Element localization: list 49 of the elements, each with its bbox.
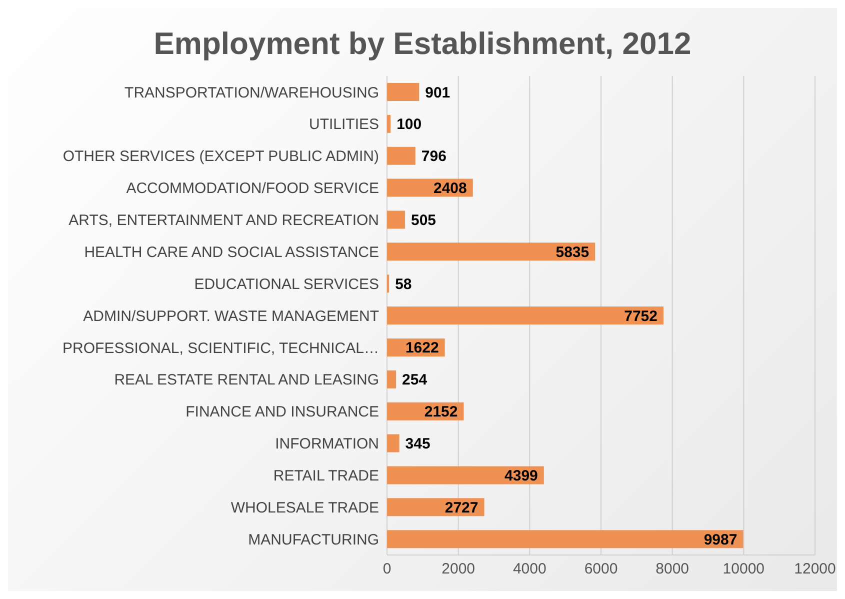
bar bbox=[387, 370, 396, 388]
chart-title: Employment by Establishment, 2012 bbox=[152, 25, 692, 63]
data-label: 254 bbox=[402, 372, 428, 389]
bar bbox=[387, 83, 420, 101]
y-tick-label: WHOLESALE TRADE bbox=[230, 499, 379, 516]
data-label: 901 bbox=[425, 84, 450, 102]
data-label: 505 bbox=[411, 212, 436, 229]
x-tick-label: 10000 bbox=[722, 560, 765, 578]
x-tick-label: 12000 bbox=[794, 560, 836, 578]
y-tick-label: UTILITIES bbox=[308, 116, 379, 134]
y-tick-label: EDUCATIONAL SERVICES bbox=[194, 276, 379, 293]
y-tick-label: HEALTH CARE AND SOCIAL ASSISTANCE bbox=[84, 244, 379, 261]
y-tick-label: ARTS, ENTERTAINMENT AND RECREATION bbox=[68, 212, 379, 230]
y-tick-label: RETAIL TRADE bbox=[273, 467, 379, 484]
bar bbox=[387, 114, 391, 133]
x-tick-label: 6000 bbox=[584, 560, 618, 578]
y-tick-label: FINANCE AND INSURANCE bbox=[186, 404, 379, 421]
bar bbox=[387, 466, 544, 484]
data-label: 2727 bbox=[444, 499, 478, 516]
x-tick-label: 8000 bbox=[656, 560, 690, 578]
y-tick-label: ACCOMMODATION/FOOD SERVICE bbox=[126, 180, 379, 198]
data-label: 345 bbox=[405, 436, 430, 453]
data-label: 1622 bbox=[405, 340, 439, 357]
data-label: 7752 bbox=[624, 308, 658, 325]
y-tick-label: OTHER SERVICES (EXCEPT PUBLIC ADMIN) bbox=[62, 148, 379, 166]
bar bbox=[387, 242, 596, 261]
data-label: 5835 bbox=[556, 244, 590, 261]
data-label: 2152 bbox=[424, 404, 458, 421]
bar bbox=[387, 210, 406, 229]
bar bbox=[387, 530, 744, 548]
x-tick-label: 2000 bbox=[442, 560, 476, 578]
bar bbox=[387, 306, 664, 325]
data-label: 58 bbox=[395, 276, 412, 293]
x-tick-label: 4000 bbox=[512, 560, 546, 578]
data-label: 100 bbox=[396, 116, 422, 134]
y-tick-label: MANUFACTURING bbox=[248, 531, 379, 548]
y-tick-label: INFORMATION bbox=[275, 436, 379, 453]
bar bbox=[387, 498, 484, 516]
bar bbox=[387, 434, 400, 452]
data-label: 4399 bbox=[504, 467, 538, 484]
y-tick-label: PROFESSIONAL, SCIENTIFIC, TECHNICAL… bbox=[62, 340, 379, 357]
y-tick-label: ADMIN/SUPPORT. WASTE MANAGEMENT bbox=[83, 308, 379, 325]
data-label: 796 bbox=[421, 148, 446, 166]
x-tick-label: 0 bbox=[382, 560, 392, 578]
data-label: 2408 bbox=[434, 180, 467, 198]
y-tick-label: REAL ESTATE RENTAL AND LEASING bbox=[114, 372, 379, 389]
y-tick-label: TRANSPORTATION/WAREHOUSING bbox=[124, 84, 379, 102]
data-label: 9987 bbox=[704, 531, 738, 548]
bar bbox=[387, 146, 416, 165]
